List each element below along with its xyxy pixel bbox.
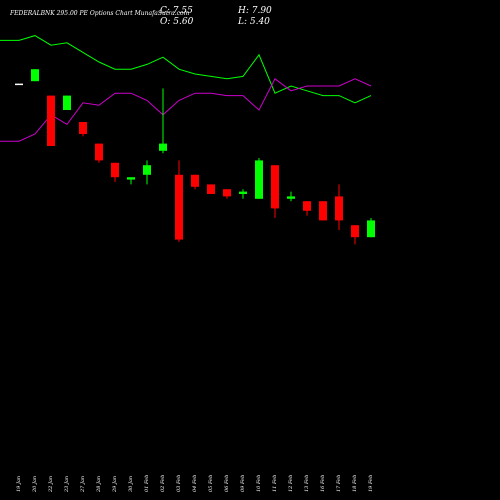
candle-body xyxy=(335,196,343,221)
x-tick-label: 01 Feb xyxy=(144,475,150,492)
x-tick-label: 04 Feb xyxy=(192,475,198,492)
candle-body xyxy=(223,189,231,197)
candle-body xyxy=(15,83,23,86)
open-readout: O: 5.60 xyxy=(160,17,194,27)
candle-body xyxy=(111,162,119,178)
x-tick-label: 23 Jan xyxy=(64,476,70,493)
candle-body xyxy=(175,174,183,240)
candle-body xyxy=(95,143,103,161)
candle-body xyxy=(63,95,71,110)
x-tick-label: 06 Feb xyxy=(224,475,230,492)
x-tick-label: 16 Feb xyxy=(320,475,326,492)
chart-title: FEDERALBNK 295.00 PE Options Chart Munaf… xyxy=(10,10,190,17)
x-tick-label: 19 Jan xyxy=(16,476,22,492)
x-tick-label: 20 Jan xyxy=(32,476,38,493)
close-readout: C: 7.55 xyxy=(160,6,193,16)
candle-body xyxy=(367,220,375,238)
candle-body xyxy=(303,201,311,211)
x-tick-label: 02 Feb xyxy=(160,475,166,492)
x-tick-label: 11 Feb xyxy=(272,475,278,492)
candle-body xyxy=(47,95,55,146)
series-line-1 xyxy=(0,78,372,142)
high-readout: H: 7.90 xyxy=(238,6,272,16)
x-tick-label: 30 Jan xyxy=(128,476,134,492)
candle-body xyxy=(159,143,167,151)
low-readout: L: 5.40 xyxy=(238,17,270,27)
series-line-0 xyxy=(0,35,372,104)
x-tick-label: 17 Feb xyxy=(336,475,342,492)
candle-body xyxy=(79,122,87,134)
x-tick-label: 10 Feb xyxy=(256,475,262,492)
candle-body xyxy=(271,165,279,209)
candle-body xyxy=(287,196,295,199)
candle-body xyxy=(127,177,135,180)
x-tick-label: 12 Feb xyxy=(288,475,294,492)
candle-body xyxy=(31,69,39,82)
candle-body xyxy=(207,184,215,194)
candle-body xyxy=(319,201,327,221)
x-tick-label: 28 Jan xyxy=(96,476,102,493)
candle-body xyxy=(255,160,263,199)
candle-body xyxy=(351,225,359,238)
x-tick-label: 27 Jan xyxy=(80,476,86,493)
x-tick-label: 03 Feb xyxy=(176,475,182,492)
candle-body xyxy=(239,191,247,194)
x-tick-label: 05 Feb xyxy=(208,475,214,492)
x-tick-label: 18 Feb xyxy=(352,475,358,492)
x-tick-label: 29 Jan xyxy=(112,476,118,493)
x-tick-label: 09 Feb xyxy=(240,475,246,492)
x-tick-label: 13 Feb xyxy=(304,475,310,492)
candle-body xyxy=(143,165,151,175)
candle-body xyxy=(191,174,199,187)
x-tick-label: 19 Feb xyxy=(368,475,374,492)
x-tick-label: 22 Jan xyxy=(48,476,54,493)
